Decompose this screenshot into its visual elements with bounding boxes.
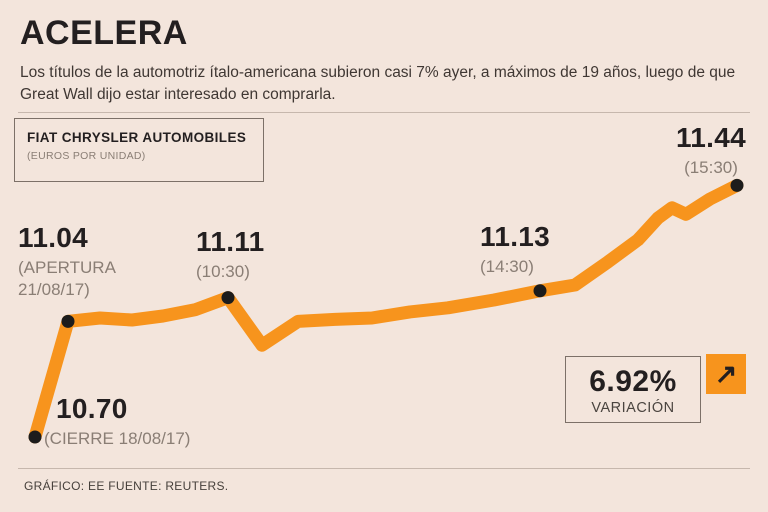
point-label-close: 10.70 (CIERRE 18/08/17) xyxy=(44,393,190,450)
point-value: 11.04 xyxy=(18,222,89,253)
arrow-up-right-icon: ↗ xyxy=(714,358,738,389)
data-point-dot xyxy=(28,430,42,444)
point-sublabel: (CIERRE 18/08/17) xyxy=(44,429,191,448)
point-label-1430: 11.13 (14:30) xyxy=(480,221,550,278)
legend-box: FIAT CHRYSLER AUTOMOBILES (EUROS POR UNI… xyxy=(14,118,264,182)
point-label-last: 11.44 (15:30) xyxy=(666,122,756,179)
data-point-dot xyxy=(533,284,547,298)
point-sublabel: (APERTURA 21/08/17) xyxy=(18,258,116,300)
series-unit: (EUROS POR UNIDAD) xyxy=(27,150,146,162)
point-value: 11.13 xyxy=(480,221,551,252)
variation-box: 6.92% VARIACIÓN xyxy=(565,356,701,423)
point-label-1030: 11.11 (10:30) xyxy=(196,226,264,283)
point-value: 11.11 xyxy=(196,226,265,257)
series-name: FIAT CHRYSLER AUTOMOBILES xyxy=(27,130,247,145)
data-point-dot xyxy=(61,314,75,328)
page-title: ACELERA xyxy=(20,14,188,52)
data-point-dot xyxy=(730,178,744,192)
point-value: 10.70 xyxy=(56,393,128,424)
variation-value: 6.92% xyxy=(589,365,677,398)
point-sublabel: (10:30) xyxy=(196,262,250,281)
point-label-open: 11.04 (APERTURA 21/08/17) xyxy=(18,222,116,302)
price-line xyxy=(28,178,744,444)
point-sublabel: (14:30) xyxy=(480,257,534,276)
point-sublabel: (15:30) xyxy=(684,158,738,177)
point-value: 11.44 xyxy=(675,122,747,153)
header-divider xyxy=(18,112,750,113)
footer-credits: GRÁFICO: EE FUENTE: REUTERS. xyxy=(24,479,229,493)
data-point-dot xyxy=(221,291,235,305)
footer-divider xyxy=(18,468,750,469)
chart-subtitle: Los títulos de la automotriz ítalo-ameri… xyxy=(20,64,736,103)
variation-label: VARIACIÓN xyxy=(591,400,675,416)
arrow-up-right-chip: ↗ xyxy=(706,354,746,394)
